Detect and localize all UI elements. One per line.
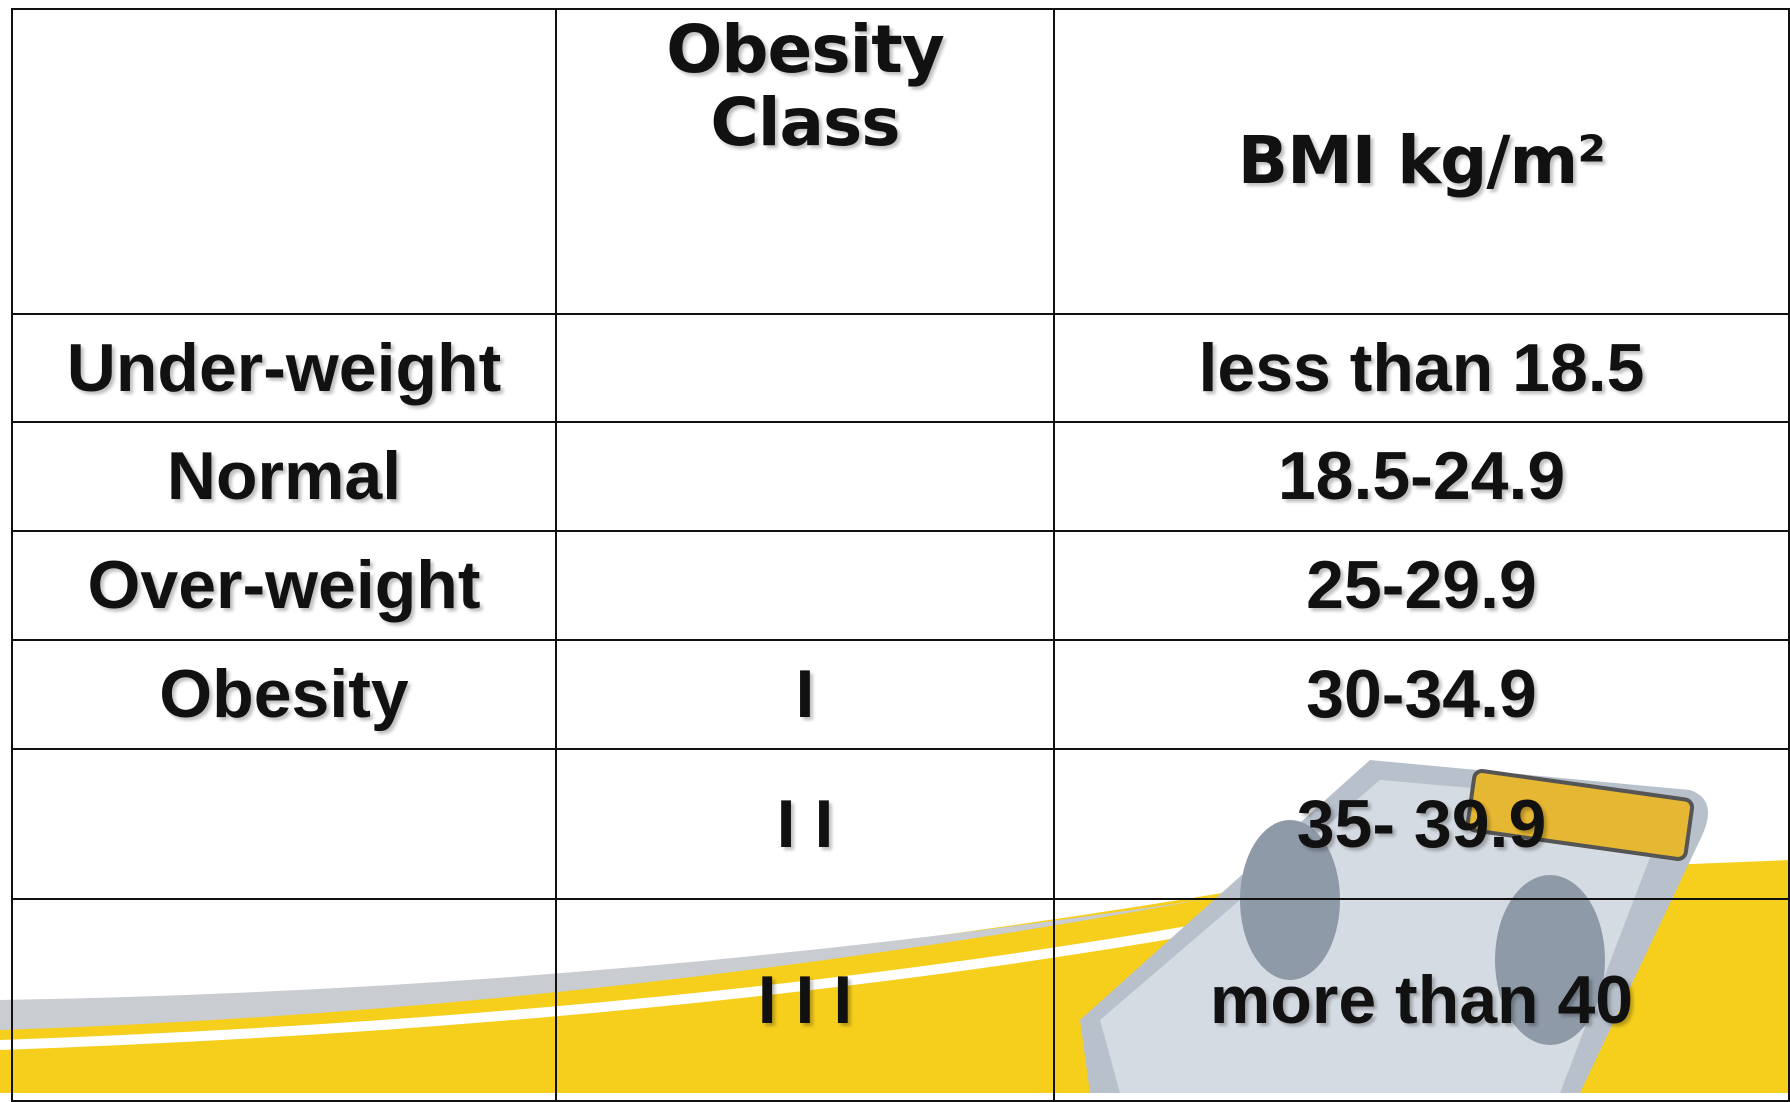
class-cell-text: I I I — [758, 963, 852, 1038]
class-cell: I I I — [555, 898, 1055, 1102]
category-cell: Over-weight — [11, 530, 557, 641]
class-cell — [555, 313, 1055, 423]
header-cell: Obesity Class — [555, 8, 1055, 315]
bmi-cell-text: 18.5-24.9 — [1278, 439, 1565, 514]
bmi-cell: 18.5-24.9 — [1053, 421, 1790, 532]
bmi-cell: more than 40 — [1053, 898, 1790, 1102]
page: Obesity Class BMI kg/m² Under-weight less t… — [0, 0, 1790, 1093]
bmi-cell-text: 35- 39.9 — [1297, 787, 1547, 862]
bmi-cell: less than 18.5 — [1053, 313, 1790, 423]
header-cell — [11, 8, 557, 315]
bmi-cell-text: 30-34.9 — [1306, 657, 1537, 732]
header-cell: BMI kg/m² — [1053, 8, 1790, 315]
category-cell: Under-weight — [11, 313, 557, 423]
category-cell: Normal — [11, 421, 557, 532]
bmi-cell-text: more than 40 — [1210, 963, 1633, 1038]
category-cell: Obesity — [11, 639, 557, 750]
class-cell-text: I — [796, 657, 815, 732]
class-cell — [555, 421, 1055, 532]
class-cell — [555, 530, 1055, 641]
header-cell-text: Obesity Class — [635, 14, 975, 159]
category-cell-text: Over-weight — [88, 548, 481, 623]
bmi-cell: 30-34.9 — [1053, 639, 1790, 750]
class-cell: I — [555, 639, 1055, 750]
class-cell-text: I I — [777, 787, 834, 862]
class-cell: I I — [555, 748, 1055, 900]
category-cell-text: Under-weight — [67, 331, 501, 406]
category-cell — [11, 748, 557, 900]
category-cell-text: Obesity — [159, 657, 408, 732]
header-cell-text: BMI kg/m² — [1238, 125, 1605, 198]
category-cell-text: Normal — [167, 439, 401, 514]
bmi-cell: 25-29.9 — [1053, 530, 1790, 641]
bmi-cell: 35- 39.9 — [1053, 748, 1790, 900]
category-cell — [11, 898, 557, 1102]
bmi-cell-text: less than 18.5 — [1198, 331, 1644, 406]
bmi-cell-text: 25-29.9 — [1306, 548, 1537, 623]
